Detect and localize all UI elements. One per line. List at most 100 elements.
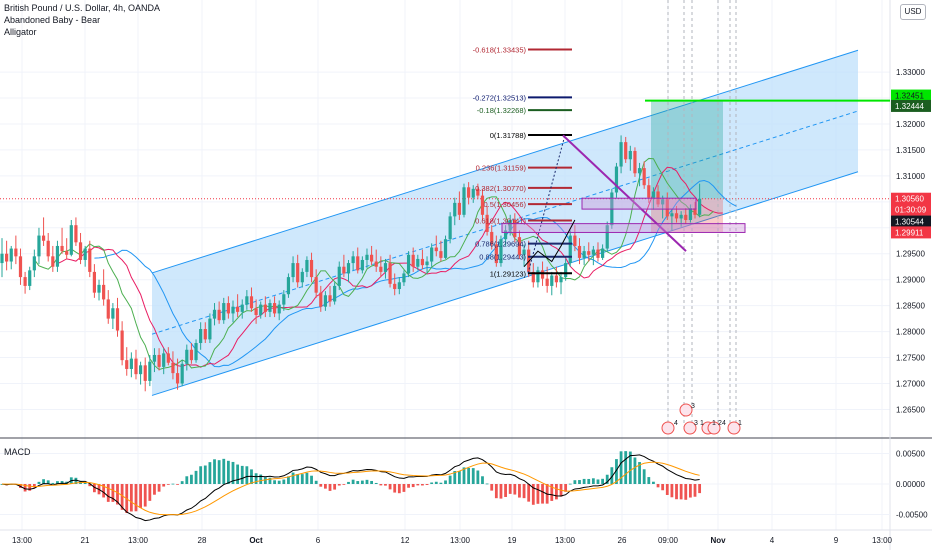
macd-histogram-bar [416, 484, 420, 486]
price-tick-label: 1.31500 [896, 146, 925, 155]
candle-body [559, 277, 563, 283]
macd-histogram-bar [148, 484, 152, 501]
candle-body [88, 248, 92, 272]
candle-body [661, 199, 665, 205]
candle-body [180, 363, 184, 384]
macd-histogram-bar [314, 480, 318, 484]
macd-pane: 0.00500 0.00000 -0.00500 [0, 449, 928, 522]
candle-body [171, 362, 175, 374]
macd-histogram-bar [490, 484, 494, 491]
candle-body [462, 187, 466, 215]
macd-histogram-bar [213, 459, 216, 484]
candle-body [319, 292, 323, 307]
macd-histogram-bar [231, 461, 235, 484]
macd-histogram-bar [254, 473, 258, 484]
candle-body [614, 166, 619, 193]
macd-histogram-bar [153, 484, 156, 495]
candle-body [55, 245, 60, 267]
candle-body [480, 195, 485, 215]
macd-label[interactable]: MACD [4, 447, 31, 457]
candle-body [554, 275, 558, 283]
macd-histogram-bar [259, 474, 263, 484]
fib-level-label: 0.382(1.30770) [475, 184, 526, 193]
candle-body [259, 304, 263, 315]
candle-body [157, 354, 161, 367]
macd-histogram-bar [328, 484, 332, 491]
price-label-box [891, 89, 931, 102]
candle-body [18, 256, 23, 278]
candle-body [115, 308, 120, 331]
time-tick-label: 4 [770, 536, 775, 545]
time-tick-label: 13:00 [12, 536, 33, 545]
macd-tick-label: -0.00500 [896, 511, 928, 520]
candle-body [494, 244, 498, 264]
macd-histogram-bar [42, 479, 45, 484]
macd-histogram-bar [194, 470, 198, 484]
candle-body [106, 299, 110, 319]
candle-body [605, 225, 609, 249]
macd-histogram-bar [638, 462, 641, 484]
candle-body [203, 329, 207, 340]
candle-body [305, 259, 309, 272]
time-tick-label: 13:00 [128, 536, 149, 545]
candle-body [698, 198, 702, 215]
candle-body [291, 263, 295, 278]
candle-body [536, 270, 540, 283]
candle-body [448, 216, 452, 240]
macd-histogram-bar [425, 484, 429, 485]
macd-histogram-bar [513, 484, 517, 495]
candle-body [471, 188, 475, 198]
macd-histogram-bar [550, 484, 554, 501]
macd-histogram-bar [282, 479, 286, 484]
macd-histogram-bar [116, 484, 119, 505]
macd-histogram-bar [688, 484, 692, 498]
price-label-box [891, 215, 931, 228]
profit-zone [651, 100, 723, 199]
candle-body [212, 309, 217, 319]
channel-fill [152, 50, 858, 396]
fib-level-label: 0(1.31788) [490, 131, 527, 140]
candle-body [550, 275, 554, 286]
symbol-title[interactable]: British Pound / U.S. Dollar, 4h, OANDA [4, 3, 161, 13]
macd-histogram-bar [615, 459, 618, 484]
price-label-box [891, 99, 931, 112]
macd-histogram-bar [37, 481, 41, 484]
candle-body [374, 261, 378, 267]
candle-body [337, 266, 341, 286]
signal-line [1, 461, 700, 516]
price-tick-label: 1.32000 [896, 120, 925, 129]
candle-body [573, 235, 577, 246]
macd-histogram-bar [171, 483, 175, 485]
demand-zone [501, 223, 746, 233]
macd-histogram-bar [263, 477, 267, 484]
economic-event-icon [661, 421, 675, 435]
candle-body [346, 263, 351, 274]
macd-histogram-bar [407, 484, 410, 488]
macd-histogram-bar [698, 484, 702, 494]
time-tick-label: 6 [316, 536, 321, 545]
macd-histogram-bar [120, 484, 124, 510]
macd-histogram-bar [185, 476, 189, 484]
candle-body [78, 242, 83, 260]
macd-histogram-bar [384, 484, 387, 486]
macd-histogram-bar [56, 481, 59, 484]
candle-body [402, 273, 406, 283]
indicator-abandoned-baby[interactable]: Abandoned Baby - Bear [4, 15, 101, 25]
price-label-text: 1.32451 [895, 92, 924, 101]
candle-body [545, 278, 549, 286]
candle-body [139, 365, 143, 375]
candle-body [467, 187, 471, 198]
macd-histogram-bar [453, 471, 457, 484]
candle-body [249, 296, 254, 309]
indicator-alligator[interactable]: Alligator [4, 27, 37, 37]
macd-histogram-bar [610, 467, 614, 484]
candle-body [485, 214, 489, 232]
macd-histogram-bar [393, 484, 397, 493]
time-tick-label: 28 [198, 536, 207, 545]
candle-body [92, 271, 96, 293]
macd-histogram-bar [568, 483, 572, 485]
currency-button[interactable]: USD [900, 4, 926, 20]
time-tick-label: 13:00 [872, 536, 893, 545]
candle-body [670, 213, 674, 217]
